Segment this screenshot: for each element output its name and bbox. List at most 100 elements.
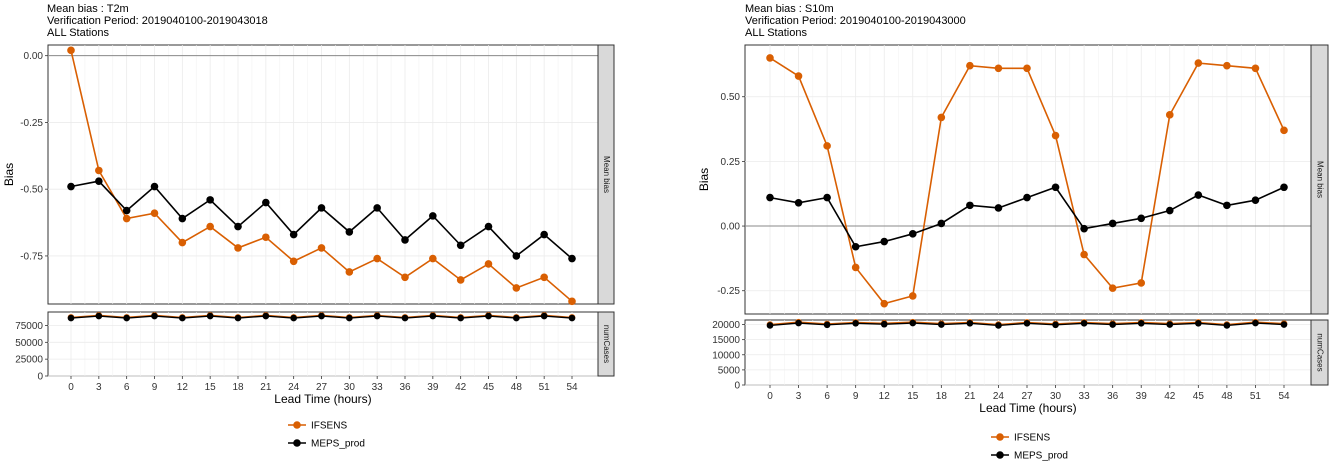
chart1-top_facet-meps-prod-point [851, 242, 860, 251]
chart0-top_facet-ytick-label: -0.75 [20, 251, 43, 262]
chart0-top_facet-meps-prod-point [317, 204, 326, 212]
chart0-bottom_facet-meps-prod-point [262, 312, 270, 320]
chart1-top_facet-meps-prod-point [1251, 196, 1260, 204]
chart0-xtick-label: 48 [511, 382, 523, 393]
chart0-bottom_facet-strip [597, 311, 615, 377]
chart1-bottom_facet-meps-prod-point [1023, 320, 1031, 327]
chart0-bottom_facet-meps-prod-point [540, 312, 548, 320]
chart0-top_facet-ifsens-point [67, 46, 75, 55]
chart1-title-line: Mean bias : S10m [745, 3, 834, 15]
chart1-title-line: ALL Stations [745, 27, 807, 39]
chart1-legend-key-point [996, 451, 1004, 459]
chart1-bottom_facet-ytick-label: 15000 [712, 335, 740, 346]
chart0-bottom_facet-meps-prod-point [290, 314, 297, 322]
chart0-top_facet-meps-prod-point [456, 241, 465, 250]
chart0-top_facet-meps-prod-point [429, 212, 437, 220]
chart1-ylabel: Bias [697, 168, 711, 191]
chart1-xtick-label: 51 [1250, 391, 1262, 402]
chart1-top_facet-meps-prod-point [1137, 214, 1146, 223]
chart0-bottom_facet-meps-prod-point [429, 312, 437, 320]
chart1-xtick-label: 12 [879, 391, 891, 402]
chart1-xtick-label: 9 [853, 391, 859, 402]
chart0-top_facet-ytick-label: -0.25 [20, 118, 43, 129]
chart0-legend-label: MEPS_prod [311, 439, 365, 450]
chart0-top_facet-meps-prod-point [67, 182, 75, 191]
chart0-xtick-label: 51 [539, 382, 551, 393]
chart1-legend-label: MEPS_prod [1014, 451, 1068, 462]
chart1-top_facet-meps-prod-point [794, 198, 803, 207]
chart0-bottom_facet-ytick-label: 25000 [15, 355, 43, 366]
chart0-bottom_facet-meps-prod-point [179, 314, 186, 322]
chart1-top_facet-meps-prod-point [937, 219, 946, 228]
chart1-bottom_facet-meps-prod-point [1137, 320, 1145, 327]
chart0-top_facet-meps-prod-point [289, 230, 298, 239]
chart0-top_facet-meps-prod-point [512, 252, 521, 260]
chart0-top_facet-ifsens-point [484, 260, 493, 268]
chart1-bottom_facet-meps-prod-point [1080, 320, 1088, 327]
chart1-top_facet-ifsens-point [823, 142, 831, 150]
chart0-top_facet-ifsens-point [512, 284, 521, 292]
chart1-bottom_facet-ytick-label: 5000 [718, 365, 741, 376]
chart0-top_facet-ifsens-point [262, 233, 270, 242]
chart1-top_facet-meps-prod-point [1080, 224, 1088, 233]
chart0-bottom_facet-meps-prod-point [318, 312, 325, 320]
chart0-top_facet-ifsens-point [317, 244, 326, 252]
chart0-bottom_facet-meps-prod-point [373, 312, 381, 320]
chart0-top_facet-strip [597, 44, 615, 305]
chart1-xtick-label: 18 [936, 391, 948, 402]
chart1-top_facet-ifsens-point [966, 61, 974, 70]
chart1-bottom_facet-meps-prod-point [766, 322, 774, 329]
chart0-bottom_facet-meps-prod-point [95, 312, 103, 320]
chart0-bottom_facet-ytick-label: 75000 [15, 321, 43, 332]
chart0-xtick-label: 6 [124, 382, 130, 393]
chart1-bottom_facet-meps-prod-point [938, 321, 945, 328]
chart0-bottom_facet-meps-prod-point [568, 314, 576, 322]
chart1-top_facet-ifsens-point [937, 113, 946, 122]
chart0-xtick-label: 3 [96, 382, 102, 393]
chart1-bottom_facet-meps-prod-point [1109, 321, 1116, 328]
chart1-top_facet-ytick-label: 0.50 [721, 92, 741, 103]
chart1-bottom_facet-meps-prod-point [966, 320, 974, 327]
chart0-legend-key-point [293, 421, 301, 429]
chart0-bottom_facet-ytick-label: 50000 [15, 338, 43, 349]
chart1-bottom_facet-meps-prod-point [1166, 321, 1174, 328]
chart1-xtick-label: 48 [1221, 391, 1233, 402]
chart0-bottom_facet-ytick-label: 0 [37, 372, 43, 383]
chart1-top_facet-ifsens-point [880, 299, 889, 308]
chart1-top_facet-meps-prod-point [1051, 183, 1060, 192]
chart1-top_facet-meps-prod-point [1194, 191, 1203, 199]
chart1-xtick-label: 15 [907, 391, 919, 402]
chart0-bottom_facet-meps-prod-point [151, 312, 158, 320]
chart0-title-line: Mean bias : T2m [47, 3, 129, 15]
chart1-xtick-label: 36 [1107, 391, 1119, 402]
chart1-top_facet-meps-prod-point [1023, 193, 1031, 202]
chart1-top_facet-ytick-label: 0.25 [721, 157, 741, 168]
chart1-top_facet-ifsens-point [1165, 111, 1174, 119]
chart1-bottom_facet-meps-prod-point [1280, 321, 1288, 328]
chart1-top_facet-meps-prod-point [1280, 183, 1288, 192]
chart0-xtick-label: 15 [205, 382, 217, 393]
chart0-bottom_facet-meps-prod-point [206, 312, 214, 320]
chart0-xtick-label: 45 [483, 382, 495, 393]
chart1-xtick-label: 33 [1079, 391, 1091, 402]
chart1-xtick-label: 21 [964, 391, 976, 402]
chart0-bottom_facet-panel [47, 311, 599, 377]
chart1-legend-key-point [996, 433, 1004, 441]
chart0-xtick-label: 21 [260, 382, 272, 393]
chart1-bottom_facet-meps-prod-point [995, 322, 1002, 329]
chart0-top_facet-ifsens-point [429, 254, 437, 263]
chart1-top_facet-meps-prod-point [1108, 219, 1117, 228]
chart0-bottom_facet-meps-prod-point [234, 314, 242, 322]
chart1-top_facet-ifsens-point [1223, 61, 1231, 70]
chart0-top_facet-ytick-label: -0.50 [20, 185, 43, 196]
chart0-top_facet-ifsens-point [122, 214, 131, 223]
chart1-top_facet-ytick-label: -0.25 [717, 286, 740, 297]
chart0-title-line: ALL Stations [47, 27, 109, 39]
chart1-bottom_facet-meps-prod-point [909, 319, 917, 327]
chart1-top_facet-meps-prod-point [766, 193, 774, 202]
chart0-xtick-label: 39 [427, 382, 439, 393]
chart1-xtick-label: 45 [1193, 391, 1205, 402]
chart0-xtick-label: 42 [455, 382, 467, 393]
chart1-top_facet-ytick-label: 0.00 [721, 222, 741, 233]
chart0-xlabel: Lead Time (hours) [274, 392, 371, 406]
